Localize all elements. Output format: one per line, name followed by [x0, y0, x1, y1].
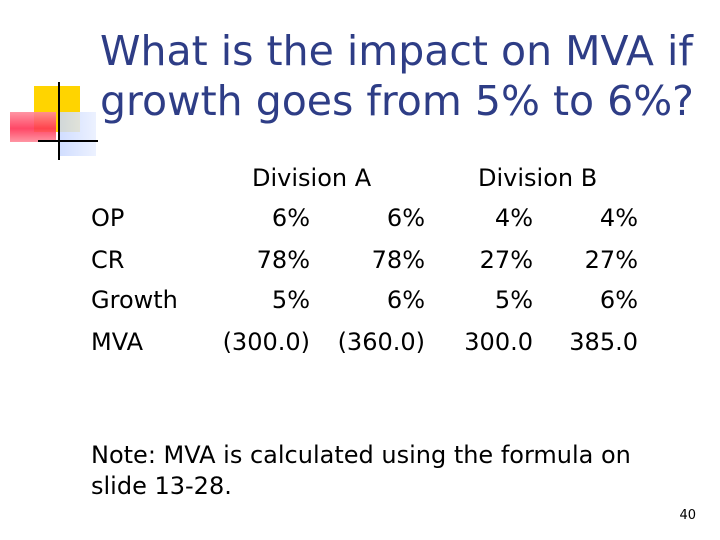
division-a-header: Division A [252, 164, 372, 192]
table-cell: 6% [599, 286, 638, 314]
slide-title: What is the impact on MVA if growth goes… [100, 27, 694, 125]
table-cell: 78% [371, 246, 425, 274]
mva-table: Division A Division B OP CR Growth MVA 6… [91, 164, 638, 356]
table-cell: (300.0) [222, 328, 310, 356]
row-label: CR [91, 246, 125, 274]
row-label: Growth [91, 286, 178, 314]
red-bar-decoration [10, 112, 56, 142]
row-label: MVA [91, 328, 144, 356]
table-cell: 27% [584, 246, 638, 274]
table-cell: 5% [271, 286, 310, 314]
table-cell: 6% [386, 286, 425, 314]
blue-square-decoration [60, 112, 96, 156]
table-cell: 5% [494, 286, 533, 314]
page-number: 40 [679, 508, 696, 523]
table-cell: 27% [479, 246, 533, 274]
table-cell: 4% [494, 204, 533, 232]
vertical-line-decoration [58, 82, 60, 160]
footnote: Note: MVA is calculated using the formul… [91, 441, 631, 500]
table-cell: 300.0 [464, 328, 533, 356]
horizontal-line-decoration [38, 140, 98, 142]
row-label: OP [91, 204, 125, 232]
division-b-header: Division B [478, 164, 598, 192]
table-cell: (360.0) [337, 328, 425, 356]
table-cell: 6% [271, 204, 310, 232]
table-cell: 4% [599, 204, 638, 232]
table-cell: 6% [386, 204, 425, 232]
table-cell: 385.0 [569, 328, 638, 356]
table-cell: 78% [256, 246, 310, 274]
